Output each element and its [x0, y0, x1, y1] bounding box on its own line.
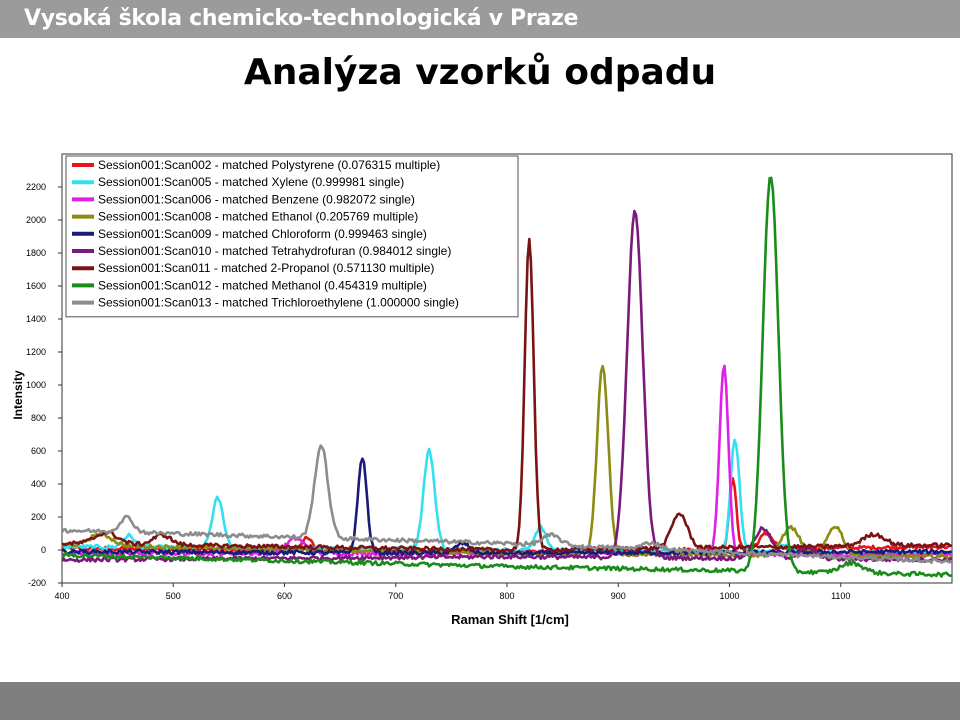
legend-box	[65, 155, 519, 318]
legend-entry: Session001:Scan013 - matched Trichloroet…	[98, 296, 459, 310]
y-tick-label: 1000	[26, 380, 46, 390]
y-tick-label: 600	[31, 446, 46, 456]
y-tick-label: -200	[28, 578, 46, 588]
x-tick-label: 600	[277, 591, 292, 601]
series-line	[62, 176, 952, 578]
y-tick-label: 200	[31, 512, 46, 522]
legend-entry: Session001:Scan011 - matched 2-Propanol …	[98, 261, 434, 275]
x-axis-label: Raman Shift [1/cm]	[451, 612, 569, 627]
legend-entry: Session001:Scan005 - matched Xylene (0.9…	[98, 175, 404, 189]
legend-entry: Session001:Scan012 - matched Methanol (0…	[98, 278, 427, 292]
y-tick-label: 1200	[26, 347, 46, 357]
y-tick-label: 800	[31, 413, 46, 423]
series-line	[62, 364, 952, 560]
header-bar: Vysoká škola chemicko-technologická v Pr…	[0, 0, 960, 38]
legend-entry: Session001:Scan009 - matched Chloroform …	[98, 227, 427, 241]
legend-entry: Session001:Scan002 - matched Polystyrene…	[98, 158, 440, 172]
y-tick-label: 0	[41, 545, 46, 555]
series-line	[62, 237, 952, 554]
x-tick-label: 800	[499, 591, 514, 601]
legend-entry: Session001:Scan010 - matched Tetrahydrof…	[98, 244, 451, 258]
x-tick-label: 900	[611, 591, 626, 601]
x-tick-label: 500	[166, 591, 181, 601]
y-tick-label: 2000	[26, 215, 46, 225]
x-tick-label: 700	[388, 591, 403, 601]
x-tick-label: 1100	[831, 591, 850, 601]
y-tick-label: 400	[31, 479, 46, 489]
footer-bar	[0, 682, 960, 720]
y-tick-label: 1600	[26, 281, 46, 291]
y-axis-label: Intensity	[11, 370, 25, 420]
y-tick-label: 1400	[26, 314, 46, 324]
series-line	[62, 444, 952, 564]
y-tick-label: 1800	[26, 248, 46, 258]
series-line	[62, 457, 952, 557]
institution-name: Vysoká škola chemicko-technologická v Pr…	[24, 6, 579, 31]
chart-svg: 400 500 600 700 800 900 1000 1100 -200 0 200 400 600…	[11, 153, 953, 627]
x-tick-label: 400	[54, 591, 69, 601]
legend-entry: Session001:Scan006 - matched Benzene (0.…	[98, 192, 415, 206]
raman-spectrum-chart: 400 500 600 700 800 900 1000 1100 -200 0 200 400 600…	[0, 150, 960, 650]
x-tick-label: 1000	[719, 591, 739, 601]
y-tick-label: 2200	[26, 182, 46, 192]
page-title: Analýza vzorků odpadu	[243, 52, 717, 93]
legend-entry: Session001:Scan008 - matched Ethanol (0.…	[98, 210, 418, 224]
